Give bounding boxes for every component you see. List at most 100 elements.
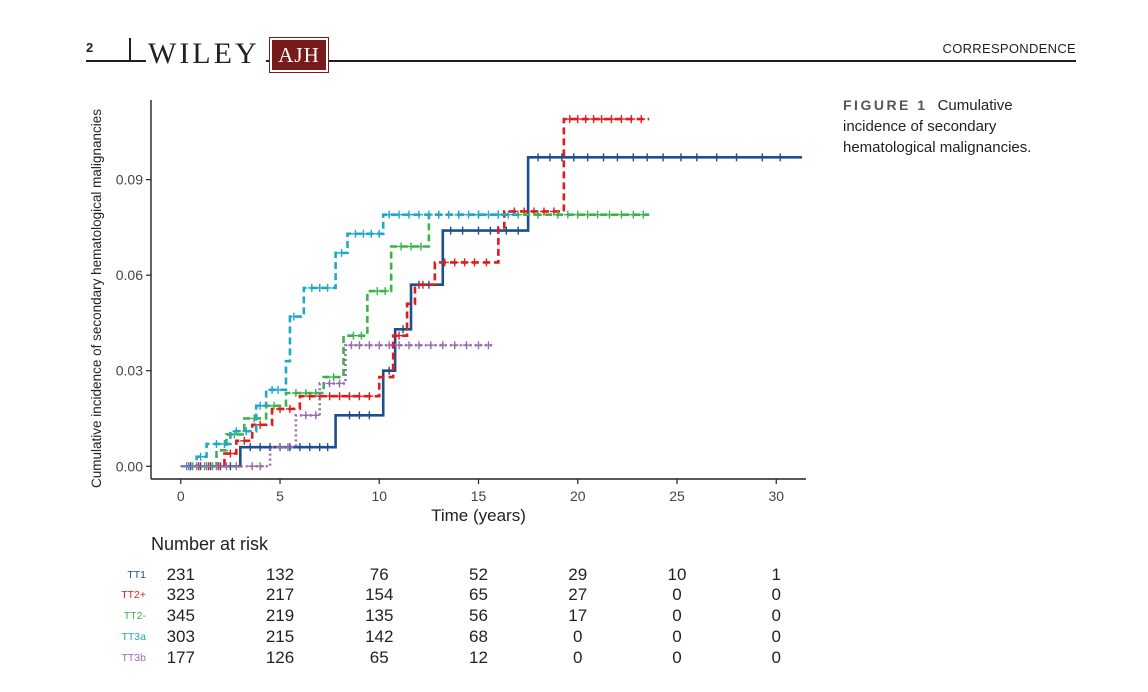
y-tick-label: 0.06	[116, 267, 143, 283]
risk-cell: 1	[771, 565, 781, 584]
censor-mark-tt2-plus	[345, 392, 354, 401]
plot-series-group	[180, 115, 803, 471]
censor-mark-tt2-minus	[397, 242, 406, 251]
censor-mark-tt1	[458, 226, 467, 235]
censor-mark-tt3a	[196, 452, 205, 461]
x-tick-label: 10	[371, 488, 387, 504]
risk-cell: 29	[568, 565, 588, 584]
censor-mark-tt2-plus	[355, 392, 364, 401]
censor-mark-tt3b	[375, 341, 384, 350]
censor-mark-tt3b	[347, 341, 356, 350]
journal-badge: AJH	[269, 37, 329, 73]
censor-mark-tt3a	[315, 283, 324, 292]
risk-cell: 126	[265, 648, 295, 667]
risk-cell: 65	[369, 648, 389, 667]
censor-mark-tt3a	[474, 210, 483, 219]
censor-mark-tt3b	[182, 462, 191, 471]
censor-mark-tt3b	[202, 462, 211, 471]
censor-mark-tt2-plus	[589, 115, 598, 124]
censor-mark-tt1	[246, 443, 255, 452]
censor-mark-tt2-minus	[583, 210, 592, 219]
censor-mark-tt2-plus	[335, 392, 344, 401]
page-number: 2	[86, 40, 94, 55]
risk-cell: 56	[469, 606, 488, 625]
censor-mark-tt1	[557, 153, 566, 162]
censor-mark-tt3b	[474, 341, 483, 350]
censor-mark-tt1	[712, 153, 721, 162]
risk-cell: 0	[672, 585, 682, 604]
risk-cell: 323	[166, 585, 195, 604]
censor-mark-tt2-plus	[581, 115, 590, 124]
censor-mark-tt1	[474, 226, 483, 235]
censor-mark-tt2-minus	[563, 210, 572, 219]
censor-mark-tt3a	[323, 283, 332, 292]
censor-mark-tt2-minus	[639, 210, 648, 219]
risk-row-label: TT3b	[121, 652, 146, 664]
risk-cell: 76	[369, 565, 389, 584]
censor-mark-tt3b	[283, 443, 292, 452]
censor-mark-tt3b	[414, 341, 423, 350]
censor-mark-tt2-plus	[325, 392, 334, 401]
censor-mark-tt1	[502, 226, 511, 235]
y-tick-label: 0.09	[116, 172, 143, 188]
caption-text: Cumulative incidence of secondary hemato…	[843, 97, 1032, 156]
censor-mark-tt3b	[450, 341, 459, 350]
x-tick-label: 30	[768, 488, 784, 504]
censor-mark-tt3b	[426, 341, 435, 350]
y-tick-label: 0.03	[116, 363, 143, 379]
censor-mark-tt3a	[405, 210, 414, 219]
censor-mark-tt3a	[242, 427, 251, 436]
censor-mark-tt2-minus	[416, 242, 425, 251]
risk-cell: 219	[265, 606, 295, 625]
censor-mark-tt3a	[337, 248, 346, 257]
censor-mark-tt2-minus	[629, 210, 638, 219]
censor-mark-tt3a	[307, 283, 316, 292]
risk-cell: 0	[672, 627, 682, 646]
risk-row-label: TT1	[127, 569, 146, 581]
risk-cell: 0	[771, 606, 781, 625]
censor-mark-tt1	[692, 153, 701, 162]
header-rule	[86, 60, 1076, 62]
censor-mark-tt1	[514, 226, 523, 235]
censor-mark-tt2-minus	[534, 210, 543, 219]
censor-mark-tt2-plus	[440, 258, 449, 267]
censor-mark-tt1	[315, 443, 324, 452]
risk-cell: 132	[265, 565, 295, 584]
risk-cell: 68	[469, 627, 488, 646]
censor-mark-tt1	[613, 153, 622, 162]
censor-mark-tt1	[629, 153, 638, 162]
censor-mark-tt3b	[385, 341, 394, 350]
censor-mark-tt3a	[385, 210, 394, 219]
censor-mark-tt1	[659, 153, 668, 162]
censor-mark-tt2-minus	[291, 389, 300, 398]
risk-cell: 0	[771, 648, 781, 667]
censor-mark-tt1	[776, 153, 785, 162]
censor-mark-tt3b	[311, 411, 320, 420]
censor-mark-tt2-minus	[373, 287, 382, 296]
censor-mark-tt3a	[367, 229, 376, 238]
risk-row: TT3a 303 215 142 68 0 0 0	[0, 627, 820, 647]
censor-mark-tt3b	[325, 379, 334, 388]
x-tick-label: 20	[570, 488, 586, 504]
risk-cell: 10	[667, 565, 687, 584]
censor-mark-tt3a	[351, 229, 360, 238]
censor-mark-tt2-plus	[470, 258, 479, 267]
risk-row-label: TT3a	[121, 631, 146, 643]
censor-mark-tt2-minus	[553, 210, 562, 219]
series-line-tt3b	[180, 343, 495, 468]
censor-mark-tt2-minus	[381, 287, 390, 296]
censor-mark-tt1	[256, 443, 265, 452]
risk-cell: 154	[365, 585, 394, 604]
risk-cell: 177	[166, 648, 195, 667]
censor-mark-tt2-plus	[460, 258, 469, 267]
censor-mark-tt3a	[359, 229, 368, 238]
risk-row: TT2- 345 219 135 56 17 0 0	[0, 606, 820, 626]
risk-cell: 52	[469, 565, 488, 584]
risk-row: TT3b 177 126 65 12 0 0 0	[0, 648, 820, 668]
censor-mark-tt2-plus	[256, 420, 265, 429]
censor-mark-tt2-minus	[329, 373, 338, 382]
risk-cell: 303	[166, 627, 195, 646]
censor-mark-tt3a	[289, 312, 298, 321]
risk-row: TT1 231 132 76 52 29 10 1	[0, 565, 820, 585]
risk-cell: 27	[568, 585, 588, 604]
